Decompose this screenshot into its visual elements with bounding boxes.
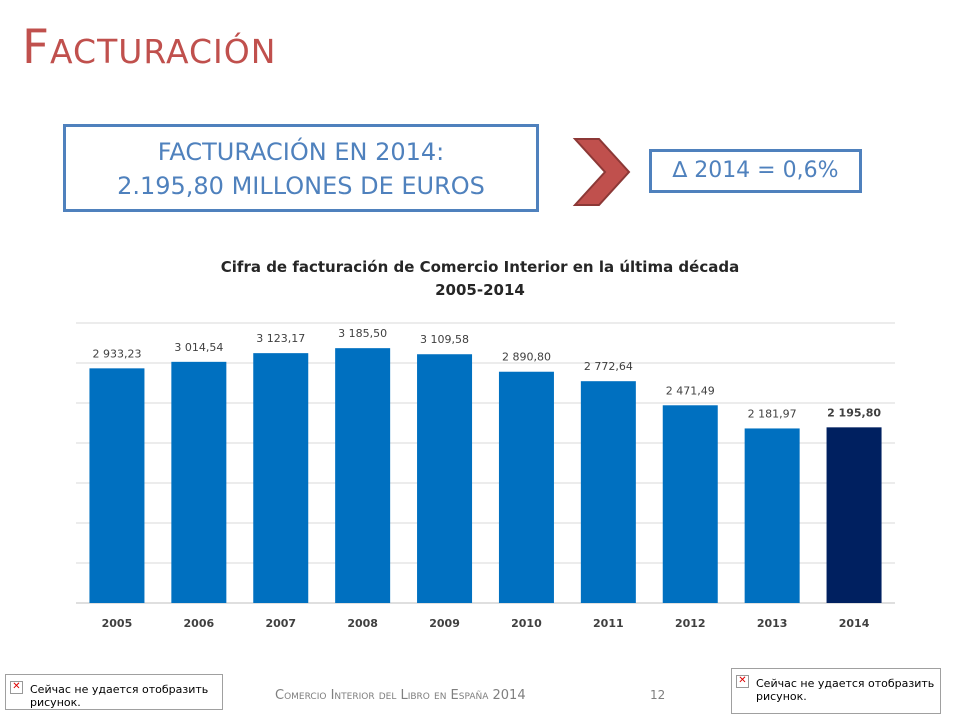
bar-2012	[662, 405, 718, 603]
x-tick-label: 2011	[593, 617, 624, 630]
x-tick-label: 2009	[429, 617, 460, 630]
chart-subtitle: 2005-2014	[435, 281, 525, 299]
page-title: Facturación	[22, 20, 277, 75]
data-label: 2 195,80	[827, 406, 881, 419]
revenue-summary-box: FACTURACIÓN EN 2014: 2.195,80 MILLONES D…	[63, 124, 539, 212]
data-label: 3 123,17	[256, 332, 305, 345]
close-icon: ✕	[736, 675, 749, 688]
broken-image-placeholder-right: ✕ Сейчас не удается отобразить рисунок.	[731, 668, 941, 714]
x-tick-label: 2006	[184, 617, 215, 630]
summary-line-1: FACTURACIÓN EN 2014:	[157, 138, 445, 166]
x-tick-label: 2010	[511, 617, 542, 630]
x-tick-label: 2012	[675, 617, 706, 630]
data-label: 2 181,97	[748, 407, 797, 420]
bar-2008	[335, 348, 391, 603]
broken-image-message: Сейчас не удается отобразить рисунок.	[30, 683, 209, 709]
close-icon: ✕	[10, 681, 23, 694]
bar-2006	[171, 361, 227, 603]
data-label: 3 185,50	[338, 327, 387, 340]
bar-2013	[744, 428, 800, 603]
bar-2007	[253, 353, 309, 603]
chevron-right-icon	[572, 138, 631, 206]
data-label: 2 890,80	[502, 351, 551, 364]
bar-2009	[417, 354, 473, 603]
data-label: 3 014,54	[174, 341, 223, 354]
summary-line-2: 2.195,80 MILLONES DE EUROS	[117, 172, 485, 200]
data-label: 2 933,23	[92, 347, 141, 360]
bar-2014	[826, 427, 882, 603]
delta-box: ∆ 2014 = 0,6%	[649, 149, 862, 193]
x-tick-label: 2013	[757, 617, 788, 630]
broken-image-message: Сейчас не удается отобразить рисунок.	[756, 677, 935, 703]
data-label: 3 109,58	[420, 333, 469, 346]
bar-2005	[89, 368, 145, 603]
page-number: 12	[650, 688, 666, 702]
data-label: 2 471,49	[666, 384, 715, 397]
bar-2010	[498, 371, 554, 603]
x-tick-label: 2014	[839, 617, 870, 630]
x-tick-label: 2008	[347, 617, 378, 630]
x-tick-label: 2007	[265, 617, 296, 630]
data-label: 2 772,64	[584, 360, 633, 373]
broken-image-placeholder-left: ✕ Сейчас не удается отобразить рисунок.	[5, 674, 223, 710]
footer-text: Comercio Interior del Libro en España 20…	[275, 688, 526, 703]
x-tick-label: 2005	[102, 617, 133, 630]
chart-title: Cifra de facturación de Comercio Interio…	[220, 258, 740, 276]
bar-2011	[580, 381, 636, 603]
